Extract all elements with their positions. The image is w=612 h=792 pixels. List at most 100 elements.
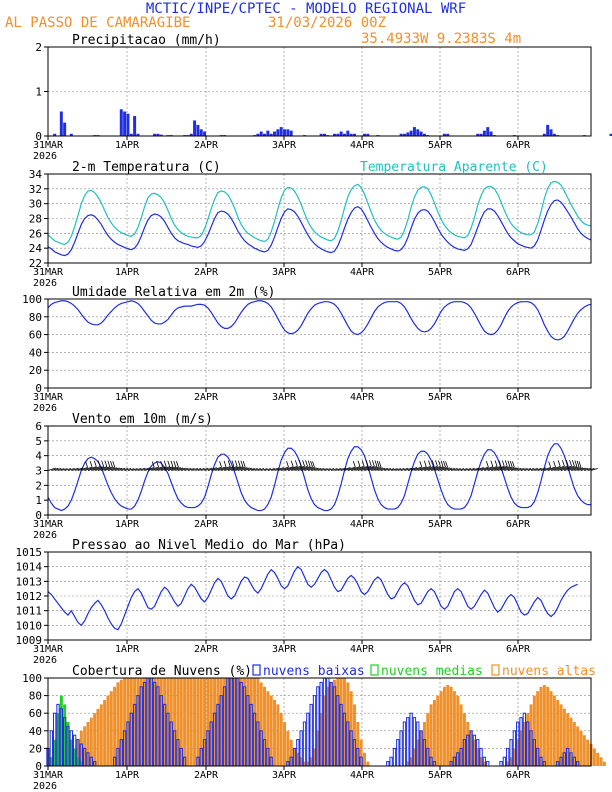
wind-barb-feather	[431, 460, 435, 467]
line-umidade	[47, 300, 592, 341]
bar-nuvens-altas	[446, 685, 450, 766]
wind-barb-feather	[231, 460, 235, 467]
x-tick-label: 4APR	[350, 267, 375, 278]
wind-barb	[107, 467, 118, 471]
bar-precipitacao	[546, 124, 550, 136]
x-tick-label: 2APR	[194, 140, 219, 151]
bar-nuvens-altas	[143, 678, 147, 766]
panel-3: 0 20 40 60 80 100 31MAR 1APR 2APR 3APR 4APR 5APR 6AP…	[22, 285, 592, 414]
bar-nuvens-altas	[149, 678, 153, 766]
bar-precipitacao	[263, 133, 267, 136]
bar-nuvens-altas	[119, 679, 123, 766]
wind-barb	[420, 465, 435, 471]
bar-nuvens-altas	[293, 748, 297, 766]
wind-barb	[570, 466, 582, 471]
wind-barb	[117, 467, 126, 471]
wind-barb	[500, 466, 513, 471]
wind-barb	[141, 467, 150, 471]
wind-barb	[287, 465, 302, 471]
wind-barb	[457, 468, 465, 471]
bar-nuvens-altas	[559, 704, 563, 766]
panel-frame	[47, 298, 592, 389]
bar-nuvens-medias	[76, 757, 80, 766]
bar-precipitacao	[289, 130, 293, 136]
wind-barb	[327, 468, 335, 471]
bar-nuvens-altas	[96, 708, 100, 766]
wind-barb	[424, 465, 438, 471]
wind-barb	[121, 467, 129, 471]
bar-nuvens-altas	[549, 691, 553, 766]
legend-swatch	[252, 664, 261, 676]
x-tick-label: 31MAR	[33, 267, 64, 278]
wind-barb-feather	[428, 460, 431, 467]
y-tick-label: 1012	[16, 590, 43, 603]
wind-barb	[374, 467, 384, 471]
wind-barb	[527, 468, 535, 471]
wind-barb	[384, 468, 392, 471]
bar-precipitacao	[486, 127, 490, 136]
bar-precipitacao	[129, 133, 133, 136]
bar-nuvens-altas	[569, 717, 573, 766]
wind-barb	[294, 465, 308, 471]
wind-barb	[430, 466, 444, 471]
x-tick-label: 6APR	[506, 644, 531, 655]
wind-barb-feather	[374, 460, 378, 467]
bar-nuvens-altas	[146, 678, 150, 766]
bar-nuvens-altas	[449, 686, 453, 766]
wind-barb-feather	[163, 460, 167, 467]
wind-barb	[334, 467, 342, 471]
wind-barb	[517, 467, 525, 471]
y-tick-label: 4	[35, 450, 42, 463]
wind-barb-feather	[565, 459, 569, 467]
x-tick-label: 1APR	[115, 392, 140, 403]
wind-barb	[144, 467, 155, 471]
wind-barb	[261, 468, 268, 471]
y-tick-label: 20	[29, 742, 42, 755]
y-tick-label: 80	[29, 311, 42, 324]
bar-nuvens-altas	[193, 678, 197, 766]
bar-nuvens-altas	[406, 761, 410, 766]
bar-nuvens-altas	[183, 678, 187, 766]
x-year-label: 2026	[33, 655, 57, 666]
wind-barb	[257, 468, 265, 471]
wind-barb	[184, 467, 192, 471]
wind-barb	[157, 466, 170, 471]
wind-barb	[51, 467, 59, 471]
bar-precipitacao	[259, 131, 263, 136]
bar-nuvens-altas	[166, 678, 170, 766]
wind-barb	[537, 467, 547, 471]
wind-barb-feather	[107, 460, 111, 467]
wind-barb	[477, 466, 489, 471]
bar-nuvens-altas	[429, 704, 433, 766]
wind-barb-feather	[501, 460, 505, 467]
bar-precipitacao	[406, 132, 410, 136]
bar-nuvens-altas	[333, 679, 336, 766]
bar-nuvens-altas	[362, 752, 366, 766]
bar-nuvens-altas	[296, 752, 300, 766]
wind-barb	[307, 467, 317, 471]
wind-barb-feather	[101, 460, 105, 467]
wind-barb-feather	[371, 460, 375, 467]
bar-nuvens-altas	[596, 752, 600, 766]
y-tick-label: 60	[29, 329, 42, 342]
x-tick-label: 31MAR	[33, 644, 64, 655]
bar-nuvens-altas	[323, 695, 326, 766]
wind-barb	[111, 467, 120, 471]
wind-barb	[404, 467, 413, 471]
legend-label: nuvens baixas	[263, 664, 365, 679]
wind-barb	[530, 467, 538, 471]
wind-barb	[337, 467, 346, 471]
bar-nuvens-altas	[579, 730, 583, 766]
y-tick-label: 0	[35, 509, 42, 522]
x-tick-label: 5APR	[428, 519, 453, 530]
wind-barb	[201, 467, 209, 471]
wind-barb	[244, 467, 253, 471]
wind-barb-feather	[302, 460, 305, 467]
bar-nuvens-altas	[439, 691, 443, 766]
bar-nuvens-altas	[359, 739, 363, 766]
x-tick-label: 6APR	[506, 267, 531, 278]
bar-nuvens-altas	[223, 678, 227, 766]
wind-barb-feather	[112, 461, 116, 468]
wind-barb	[264, 468, 272, 471]
wind-barb	[231, 466, 244, 471]
